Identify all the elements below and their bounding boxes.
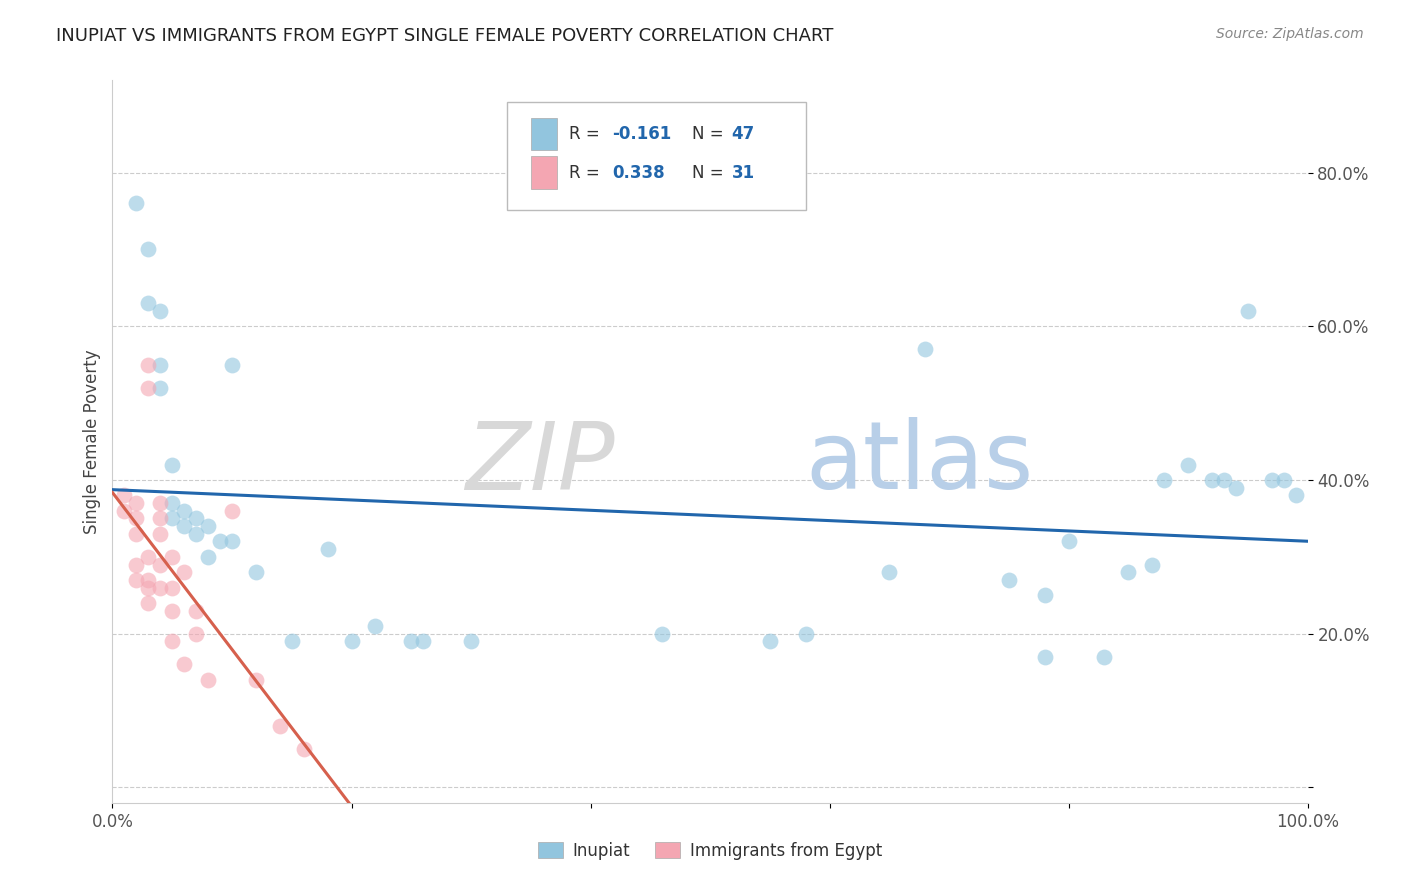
Point — [162, 604, 183, 618]
Text: N =: N = — [692, 164, 728, 182]
Point — [149, 526, 172, 541]
Point — [1142, 558, 1164, 572]
Text: ZIP: ZIP — [465, 417, 614, 508]
Point — [1201, 473, 1223, 487]
Point — [197, 519, 219, 533]
Point — [149, 581, 172, 595]
Point — [1153, 473, 1175, 487]
Point — [281, 634, 304, 648]
Point — [186, 626, 208, 640]
Point — [162, 496, 183, 510]
Point — [269, 719, 291, 733]
Legend: Inupiat, Immigrants from Egypt: Inupiat, Immigrants from Egypt — [531, 836, 889, 867]
Point — [364, 619, 387, 633]
Point — [460, 634, 482, 648]
FancyBboxPatch shape — [508, 102, 806, 211]
Point — [125, 196, 148, 211]
Point — [125, 573, 148, 587]
Text: 47: 47 — [731, 126, 755, 144]
Point — [998, 573, 1021, 587]
Point — [197, 549, 219, 564]
Text: -0.161: -0.161 — [612, 126, 671, 144]
Point — [221, 358, 243, 372]
Point — [149, 358, 172, 372]
Point — [759, 634, 782, 648]
Point — [173, 565, 195, 579]
Point — [125, 511, 148, 525]
Point — [149, 381, 172, 395]
Text: INUPIAT VS IMMIGRANTS FROM EGYPT SINGLE FEMALE POVERTY CORRELATION CHART: INUPIAT VS IMMIGRANTS FROM EGYPT SINGLE … — [56, 27, 834, 45]
FancyBboxPatch shape — [531, 118, 557, 151]
Text: R =: R = — [569, 164, 605, 182]
Point — [914, 343, 936, 357]
Y-axis label: Single Female Poverty: Single Female Poverty — [83, 350, 101, 533]
Point — [186, 526, 208, 541]
Point — [412, 634, 434, 648]
Text: 31: 31 — [731, 164, 755, 182]
Point — [149, 496, 172, 510]
Point — [186, 511, 208, 525]
Point — [1033, 649, 1056, 664]
Point — [245, 673, 267, 687]
Point — [149, 304, 172, 318]
Point — [186, 604, 208, 618]
Point — [340, 634, 363, 648]
Point — [149, 511, 172, 525]
Point — [1094, 649, 1116, 664]
Point — [245, 565, 267, 579]
Point — [401, 634, 423, 648]
Text: N =: N = — [692, 126, 728, 144]
Point — [138, 573, 160, 587]
Text: Source: ZipAtlas.com: Source: ZipAtlas.com — [1216, 27, 1364, 41]
Point — [138, 549, 160, 564]
FancyBboxPatch shape — [531, 156, 557, 189]
Point — [162, 581, 183, 595]
Point — [197, 673, 219, 687]
Point — [221, 534, 243, 549]
Point — [292, 742, 315, 756]
Point — [125, 496, 148, 510]
Point — [1285, 488, 1308, 502]
Point — [794, 626, 817, 640]
Point — [138, 596, 160, 610]
Point — [173, 657, 195, 672]
Point — [1261, 473, 1284, 487]
Point — [162, 511, 183, 525]
Point — [1213, 473, 1236, 487]
Point — [138, 581, 160, 595]
Point — [138, 243, 160, 257]
Text: R =: R = — [569, 126, 605, 144]
Point — [1237, 304, 1260, 318]
Point — [1272, 473, 1295, 487]
Point — [114, 488, 135, 502]
Point — [221, 504, 243, 518]
Point — [162, 634, 183, 648]
Point — [1033, 588, 1056, 602]
Point — [149, 558, 172, 572]
Point — [125, 558, 148, 572]
Point — [125, 526, 148, 541]
Point — [138, 358, 160, 372]
Point — [1057, 534, 1080, 549]
Point — [1225, 481, 1247, 495]
Point — [138, 296, 160, 310]
Point — [138, 381, 160, 395]
Point — [316, 542, 339, 557]
Point — [173, 504, 195, 518]
Point — [651, 626, 673, 640]
Point — [162, 549, 183, 564]
Text: 0.338: 0.338 — [612, 164, 665, 182]
Point — [1177, 458, 1199, 472]
Point — [879, 565, 901, 579]
Point — [209, 534, 232, 549]
Point — [114, 504, 135, 518]
Text: atlas: atlas — [806, 417, 1033, 509]
Point — [173, 519, 195, 533]
Point — [1118, 565, 1140, 579]
Point — [162, 458, 183, 472]
